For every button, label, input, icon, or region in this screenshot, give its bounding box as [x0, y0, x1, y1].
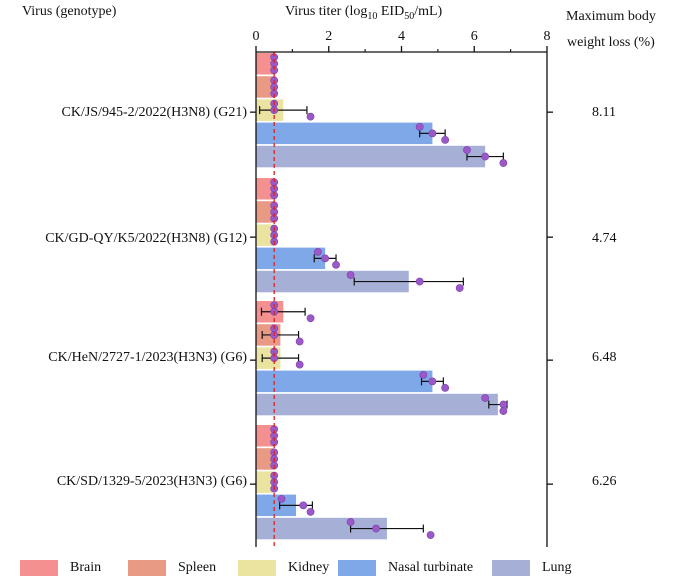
data-point-4-3-0 — [346, 518, 355, 526]
titer-axis-title: Virus titer (log10 EID50/mL) — [285, 4, 442, 22]
data-point-4-2-2 — [499, 407, 508, 415]
virus-label-4: CK/SD/1329-5/2023(H3N3) (G6) — [56, 474, 247, 489]
bar-brain-4 — [256, 425, 275, 447]
legend: Brain Spleen Kidney Nasal turbinate Lung — [0, 558, 679, 578]
bar-lung-1 — [256, 145, 486, 168]
legend-item-lung: Lung — [492, 558, 572, 578]
titer-title-suffix: /mL) — [414, 4, 443, 19]
x-tick-label-4: 4 — [398, 29, 405, 44]
weight-loss-header-line1: Maximum body — [566, 9, 656, 24]
legend-swatch-kidney — [238, 560, 276, 576]
legend-swatch-brain — [20, 560, 58, 576]
data-point-4-1-1 — [415, 277, 424, 286]
titer-title-prefix: Virus titer (log — [285, 4, 368, 19]
data-point-4-0-2 — [499, 159, 508, 167]
data-point-3-0-1 — [428, 129, 437, 138]
data-point-3-3-1 — [299, 501, 308, 510]
legend-label-kidney: Kidney — [288, 560, 330, 575]
weight-loss-value-3: 6.48 — [592, 350, 617, 365]
data-point-3-2-2 — [441, 383, 450, 392]
bar-nasal-turbinate-4 — [256, 494, 297, 517]
titer-title-sub10: 10 — [367, 10, 378, 22]
bar-spleen-4 — [256, 448, 275, 470]
legend-label-lung: Lung — [542, 560, 572, 575]
legend-item-brain: Brain — [20, 558, 101, 578]
bar-brain-1 — [256, 53, 275, 75]
data-point-2-2-2 — [295, 360, 304, 369]
weight-loss-value-2: 4.74 — [592, 231, 617, 246]
legend-item-spleen: Spleen — [128, 558, 216, 578]
bar-nasal-turbinate-1 — [256, 122, 433, 145]
data-point-3-1-1 — [321, 254, 330, 263]
legend-swatch-nasal-turbinate — [338, 560, 376, 576]
legend-label-brain: Brain — [70, 560, 102, 575]
weight-loss-value-1: 8.11 — [592, 105, 616, 120]
weight-loss-value-4: 6.26 — [592, 474, 617, 489]
data-point-4-3-1 — [372, 524, 380, 533]
x-tick-label-8: 8 — [544, 29, 551, 44]
bar-lung-3 — [256, 393, 498, 416]
data-point-3-3-2 — [306, 507, 315, 516]
virus-label-3: CK/HeN/2727-1/2023(H3N3) (G6) — [48, 350, 247, 365]
data-point-3-0-2 — [441, 135, 450, 144]
legend-item-nasal-turbinate: Nasal turbinate — [338, 558, 473, 578]
titer-title-mid: EID — [377, 4, 405, 19]
legend-label-nasal-turbinate: Nasal turbinate — [388, 560, 474, 575]
legend-label-spleen: Spleen — [178, 560, 217, 575]
data-point-3-1-2 — [332, 260, 340, 269]
weight-loss-header-line2: weight loss (%) — [566, 35, 655, 50]
virus-label-2: CK/GD-QY/K5/2022(H3N8) (G12) — [45, 231, 247, 246]
data-point-3-3-0 — [277, 494, 286, 503]
data-point-4-1-0 — [346, 271, 355, 279]
x-tick-label-2: 2 — [325, 29, 332, 44]
virus-label-1: CK/JS/945-2/2022(H3N8) (G21) — [61, 105, 248, 120]
bar-spleen-2 — [256, 201, 275, 223]
legend-swatch-lung — [492, 560, 530, 576]
x-tick-label-0: 0 — [253, 29, 260, 44]
data-point-4-2-0 — [481, 394, 490, 402]
data-point-1-2-2 — [295, 337, 304, 346]
bar-lung-2 — [256, 270, 409, 293]
legend-swatch-spleen — [128, 560, 166, 576]
data-point-4-0-0 — [463, 146, 471, 154]
bar-kidney-4 — [256, 471, 275, 493]
data-point-2-0-2 — [306, 112, 315, 121]
data-point-3-2-0 — [419, 370, 428, 379]
x-tick-label-6: 6 — [471, 29, 478, 44]
bar-spleen-1 — [256, 76, 275, 98]
data-point-3-2-1 — [428, 377, 437, 386]
data-point-0-2-2 — [306, 314, 315, 323]
data-point-4-3-2 — [426, 531, 435, 539]
data-point-3-0-0 — [415, 122, 424, 131]
virus-column-header: Virus (genotype) — [22, 4, 117, 19]
bar-kidney-2 — [256, 224, 275, 246]
titer-title-sub50: 50 — [404, 10, 415, 22]
legend-item-kidney: Kidney — [238, 558, 329, 578]
data-point-4-0-1 — [481, 152, 490, 161]
bar-nasal-turbinate-2 — [256, 247, 326, 270]
bar-nasal-turbinate-3 — [256, 370, 433, 393]
data-point-3-1-0 — [313, 247, 322, 256]
bar-brain-2 — [256, 178, 275, 200]
data-point-4-1-2 — [455, 284, 464, 292]
weight-loss-header: Maximum body weight loss (%) — [566, 4, 656, 56]
data-point-4-2-1 — [499, 400, 508, 409]
